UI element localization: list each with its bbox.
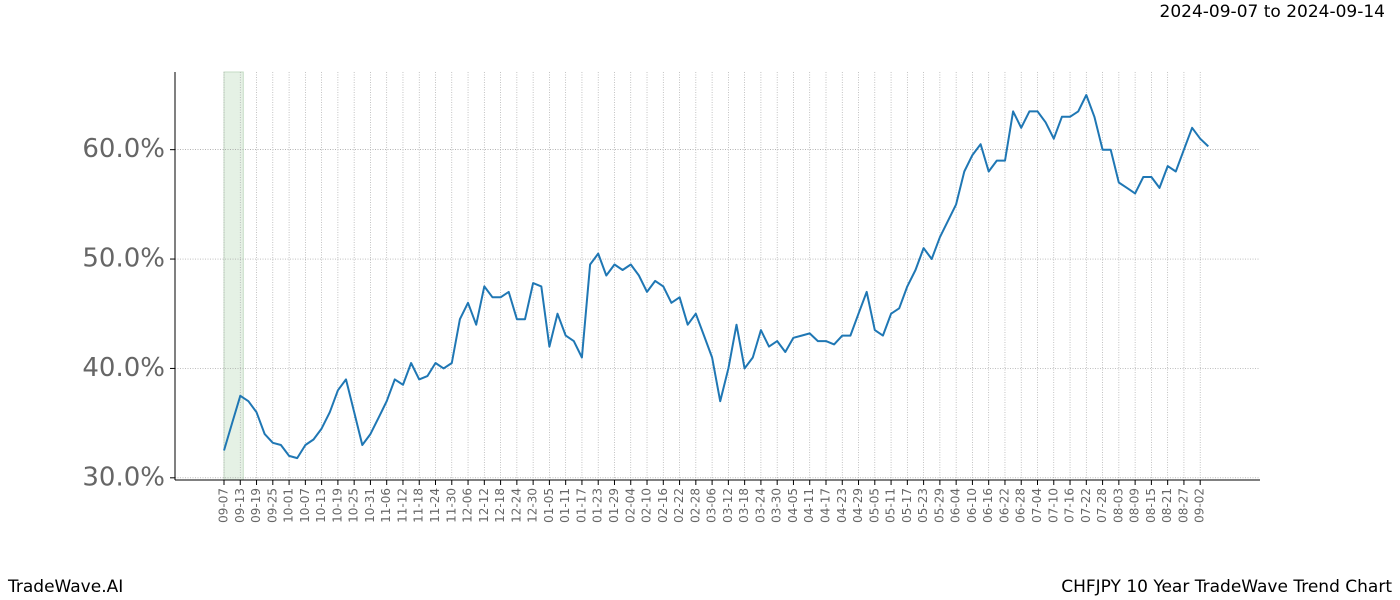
x-tick-label: 09-13 — [233, 488, 247, 523]
x-tick-label: 05-29 — [932, 488, 946, 523]
x-tick-label: 05-23 — [916, 488, 930, 523]
x-tick-label: 07-22 — [1079, 488, 1093, 523]
x-tick-label: 02-16 — [656, 488, 670, 523]
x-tick-label: 02-04 — [623, 488, 637, 523]
y-tick-label: 50.0% — [82, 244, 165, 274]
x-tick-label: 05-11 — [884, 488, 898, 523]
x-tick-label: 01-23 — [591, 488, 605, 523]
x-tick-label: 01-29 — [607, 488, 621, 523]
x-tick-label: 06-22 — [997, 488, 1011, 523]
x-tick-label: 11-30 — [444, 488, 458, 523]
x-tick-label: 11-06 — [379, 488, 393, 523]
x-tick-label: 04-23 — [835, 488, 849, 523]
x-tick-label: 10-13 — [314, 488, 328, 523]
x-tick-label: 09-02 — [1193, 488, 1207, 523]
x-tick-label: 11-24 — [428, 488, 442, 523]
y-tick-label: 30.0% — [82, 462, 165, 492]
x-tick-label: 02-22 — [672, 488, 686, 523]
x-tick-label: 02-10 — [640, 488, 654, 523]
y-tick-label: 60.0% — [82, 134, 165, 164]
x-tick-label: 10-07 — [298, 488, 312, 523]
x-tick-label: 12-12 — [477, 488, 491, 523]
x-tick-label: 05-05 — [867, 488, 881, 523]
x-tick-label: 09-19 — [249, 488, 263, 523]
x-tick-label: 12-30 — [526, 488, 540, 523]
x-tick-label: 11-18 — [412, 488, 426, 523]
x-tick-label: 09-07 — [217, 488, 231, 523]
x-tick-label: 01-05 — [542, 488, 556, 523]
footer-left: TradeWave.AI — [7, 577, 123, 597]
x-tick-label: 06-04 — [949, 488, 963, 523]
x-tick-label: 01-11 — [558, 488, 572, 523]
x-tick-label: 10-31 — [363, 488, 377, 523]
x-tick-label: 08-21 — [1160, 488, 1174, 523]
x-tick-label: 07-28 — [1095, 488, 1109, 523]
x-tick-label: 03-06 — [705, 488, 719, 523]
x-tick-label: 12-06 — [461, 488, 475, 523]
y-tick-label: 40.0% — [82, 353, 165, 383]
x-tick-label: 04-17 — [818, 488, 832, 523]
x-tick-label: 06-28 — [1014, 488, 1028, 523]
x-tick-label: 05-17 — [900, 488, 914, 523]
x-tick-label: 01-17 — [574, 488, 588, 523]
x-tick-label: 03-30 — [770, 488, 784, 523]
x-tick-label: 04-05 — [786, 488, 800, 523]
x-tick-label: 10-01 — [282, 488, 296, 523]
footer-right: CHFJPY 10 Year TradeWave Trend Chart — [1061, 577, 1392, 597]
x-tick-label: 08-03 — [1111, 488, 1125, 523]
x-tick-label: 03-18 — [737, 488, 751, 523]
x-tick-label: 06-10 — [965, 488, 979, 523]
x-tick-label: 11-12 — [395, 488, 409, 523]
x-tick-label: 02-28 — [688, 488, 702, 523]
x-tick-label: 07-16 — [1063, 488, 1077, 523]
x-tick-label: 08-09 — [1128, 488, 1142, 523]
x-tick-label: 08-15 — [1144, 488, 1158, 523]
x-tick-label: 06-16 — [981, 488, 995, 523]
line-series — [223, 94, 1209, 460]
chart-title: 2024-09-07 to 2024-09-14 — [1160, 2, 1385, 22]
x-tick-label: 12-24 — [509, 488, 523, 523]
x-tick-label: 07-10 — [1046, 488, 1060, 523]
x-tick-label: 08-27 — [1176, 488, 1190, 523]
x-tick-label: 10-19 — [330, 488, 344, 523]
x-tick-label: 09-25 — [265, 488, 279, 523]
x-tick-label: 12-18 — [493, 488, 507, 523]
x-tick-label: 04-11 — [802, 488, 816, 523]
x-tick-label: 03-12 — [721, 488, 735, 523]
x-tick-label: 10-25 — [347, 488, 361, 523]
x-tick-label: 03-24 — [753, 488, 767, 523]
x-tick-label: 04-29 — [851, 488, 865, 523]
x-tick-label: 07-04 — [1030, 488, 1044, 523]
